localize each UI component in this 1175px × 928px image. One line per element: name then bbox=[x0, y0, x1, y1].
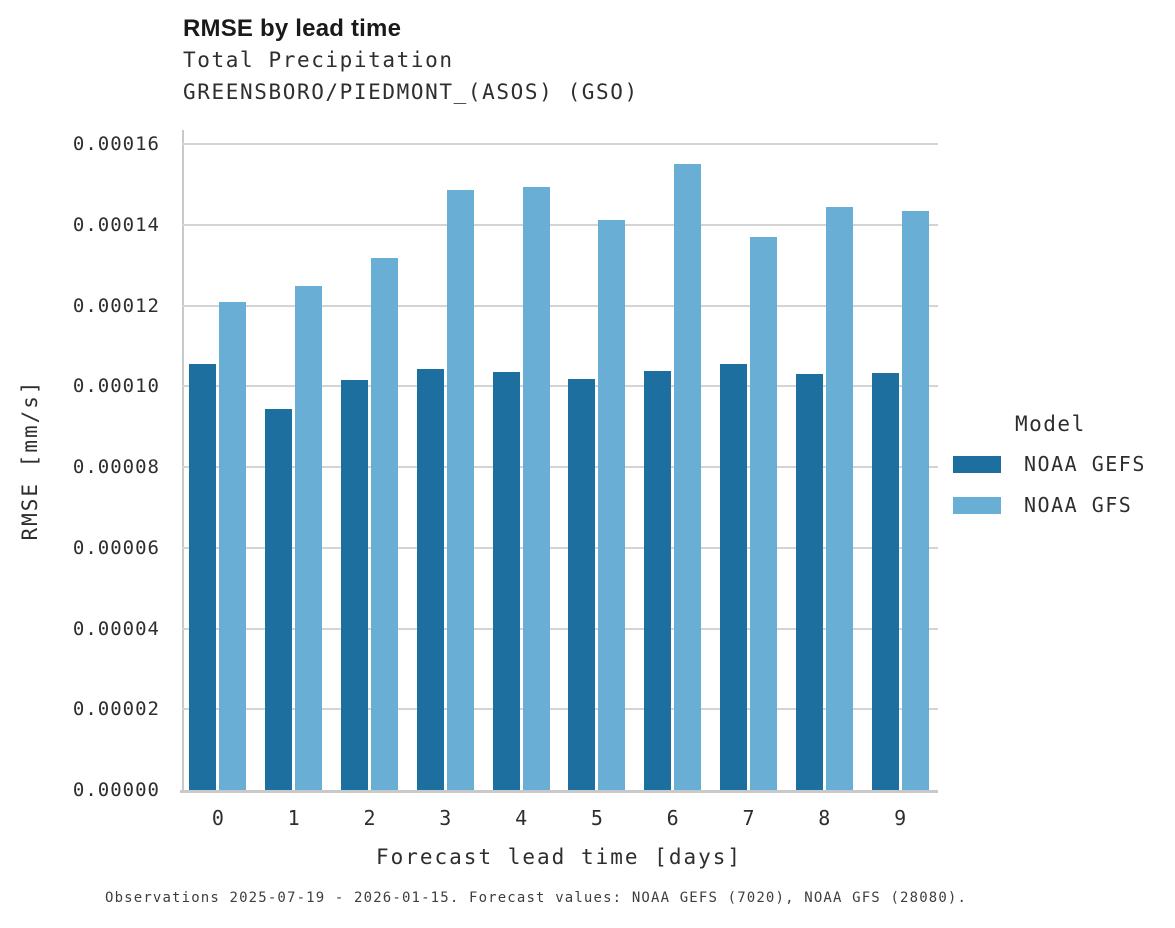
bar-noaa-gefs-day-7 bbox=[720, 363, 747, 790]
bar-noaa-gefs-day-2 bbox=[341, 379, 368, 790]
gridline bbox=[182, 708, 938, 711]
gridline bbox=[182, 466, 938, 469]
bar-noaa-gefs-day-4 bbox=[492, 371, 520, 790]
x-tick-label: 6 bbox=[666, 806, 679, 830]
legend-item-noaa-gefs: NOAA GEFS bbox=[953, 452, 1175, 476]
chart-caption: Observations 2025-07-19 - 2026-01-15. Fo… bbox=[105, 890, 968, 906]
chart-subtitle-variable: Total Precipitation bbox=[183, 48, 454, 72]
legend-swatch-noaa-gfs-icon bbox=[953, 496, 1001, 514]
x-tick-label: 8 bbox=[818, 806, 831, 830]
x-tick-label: 5 bbox=[590, 806, 603, 830]
gridline bbox=[182, 143, 938, 146]
y-tick-label: 0.00002 bbox=[72, 698, 160, 721]
legend-label-noaa-gefs: NOAA GEFS bbox=[1024, 452, 1146, 476]
legend-swatch-noaa-gefs-icon bbox=[953, 455, 1001, 473]
bar-noaa-gefs-day-3 bbox=[416, 368, 444, 790]
y-axis-line bbox=[182, 130, 184, 793]
bar-noaa-gefs-day-8 bbox=[795, 373, 823, 790]
legend-title: Model bbox=[1015, 412, 1086, 436]
chart-subtitle-station: GREENSBORO/PIEDMONT_(ASOS) (GSO) bbox=[183, 80, 639, 104]
legend: Model NOAA GEFS NOAA GFS bbox=[953, 412, 1175, 534]
bar-noaa-gfs-day-4 bbox=[522, 187, 550, 790]
y-axis-tick-labels: 0.00000 0.00002 0.00004 0.00006 0.00008 0.000… bbox=[0, 128, 166, 801]
y-tick-label: 0.00006 bbox=[72, 536, 160, 559]
bar-noaa-gfs-day-1 bbox=[295, 285, 323, 790]
x-axis-tick-labels: 0 1 2 3 4 5 6 7 8 9 bbox=[180, 806, 938, 832]
bar-noaa-gfs-day-3 bbox=[446, 189, 474, 790]
y-tick-label: 0.00010 bbox=[72, 375, 160, 398]
legend-item-noaa-gfs: NOAA GFS bbox=[953, 493, 1175, 517]
bar-noaa-gefs-day-6 bbox=[644, 370, 672, 790]
gridline bbox=[182, 304, 938, 307]
plot-panel bbox=[180, 128, 938, 793]
y-tick-label: 0.00012 bbox=[72, 294, 160, 317]
bar-noaa-gefs-day-0 bbox=[189, 364, 217, 790]
x-tick-label: 3 bbox=[439, 806, 452, 830]
gridline bbox=[182, 223, 938, 226]
bar-noaa-gefs-day-1 bbox=[265, 408, 293, 790]
y-tick-label: 0.00004 bbox=[72, 617, 160, 640]
x-tick-label: 0 bbox=[211, 806, 224, 830]
bar-noaa-gfs-day-9 bbox=[901, 210, 929, 790]
bar-noaa-gfs-day-5 bbox=[598, 220, 626, 790]
x-tick-label: 9 bbox=[894, 806, 907, 830]
gridline bbox=[182, 627, 938, 630]
gridline bbox=[182, 546, 938, 549]
gridline bbox=[182, 385, 938, 388]
x-tick-label: 2 bbox=[363, 806, 376, 830]
x-tick-label: 1 bbox=[287, 806, 300, 830]
bar-noaa-gefs-day-5 bbox=[568, 379, 596, 790]
legend-label-noaa-gfs: NOAA GFS bbox=[1024, 493, 1133, 517]
bar-noaa-gfs-day-6 bbox=[674, 163, 702, 790]
y-tick-label: 0.00008 bbox=[72, 456, 160, 479]
x-axis-line bbox=[180, 790, 938, 793]
y-tick-label: 0.00014 bbox=[72, 213, 160, 236]
bar-noaa-gefs-day-9 bbox=[871, 372, 899, 790]
bar-noaa-gfs-day-7 bbox=[750, 237, 777, 790]
x-tick-label: 4 bbox=[515, 806, 528, 830]
bar-noaa-gfs-day-8 bbox=[825, 207, 853, 790]
chart-title: RMSE by lead time bbox=[183, 15, 402, 42]
y-tick-label: 0.00016 bbox=[72, 133, 160, 156]
chart-header: RMSE by lead time Total Precipitation GR… bbox=[183, 14, 639, 108]
y-tick-label: 0.00000 bbox=[72, 779, 160, 801]
x-axis-title: Forecast lead time [days] bbox=[375, 845, 743, 869]
x-tick-label: 7 bbox=[742, 806, 755, 830]
bar-noaa-gfs-day-0 bbox=[219, 301, 247, 790]
bar-noaa-gfs-day-2 bbox=[371, 257, 398, 790]
